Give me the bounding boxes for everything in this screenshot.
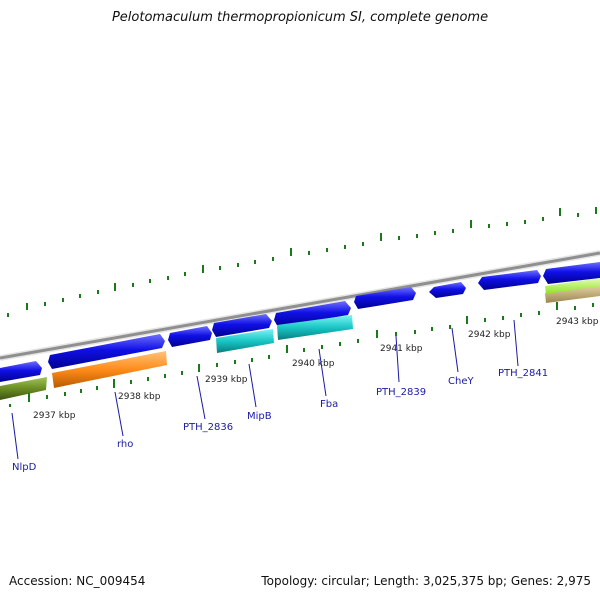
gene-feature[interactable] [545, 278, 600, 294]
gene-feature[interactable] [168, 326, 212, 347]
gene-feature[interactable] [277, 315, 353, 340]
gene-feature[interactable] [212, 314, 272, 337]
kbp-label: 2938 kbp [118, 392, 161, 402]
gene-label-nlpd[interactable]: NlpD [12, 462, 37, 473]
gene-label-mipb[interactable]: MipB [247, 411, 272, 422]
gene-feature[interactable] [48, 334, 165, 369]
map-title: Pelotomaculum thermopropionicum SI, comp… [111, 10, 489, 25]
gene-label-pth2836[interactable]: PTH_2836 [183, 422, 233, 433]
gene-labels: NlpD rho PTH_2836 MipB Fba PTH_2839 CheY… [12, 368, 548, 473]
genome-summary-text: Topology: circular; Length: 3,025,375 bp… [261, 574, 591, 588]
gene-feature[interactable] [274, 301, 351, 327]
inner-tick-ring [9, 302, 594, 407]
outer-tick-ring [7, 207, 597, 317]
gene-feature[interactable] [52, 351, 167, 388]
gene-feature[interactable] [0, 377, 47, 400]
gene-feature[interactable] [354, 287, 416, 309]
reverse-strand-genes [0, 278, 600, 400]
kbp-scale-labels: 2937 kbp 2938 kbp 2939 kbp 2940 kbp 2941… [33, 317, 599, 421]
gene-label-pth2839[interactable]: PTH_2839 [376, 387, 426, 398]
gene-feature[interactable] [543, 262, 600, 284]
gene-label-rho[interactable]: rho [117, 439, 133, 450]
gene-label-fba[interactable]: Fba [320, 399, 338, 410]
kbp-label: 2939 kbp [205, 375, 248, 385]
kbp-label: 2940 kbp [292, 359, 335, 369]
label-leaders [11, 319, 519, 460]
kbp-label: 2937 kbp [33, 411, 76, 421]
gene-feature[interactable] [545, 285, 600, 303]
forward-strand-genes [0, 262, 600, 382]
gene-feature[interactable] [429, 282, 466, 298]
kbp-label: 2941 kbp [380, 344, 423, 354]
gene-label-pth2841[interactable]: PTH_2841 [498, 368, 548, 379]
gene-feature[interactable] [216, 329, 274, 353]
gene-feature[interactable] [0, 361, 42, 382]
accession-text: Accession: NC_009454 [9, 574, 146, 588]
gene-label-chey[interactable]: CheY [448, 376, 474, 387]
kbp-label: 2942 kbp [468, 330, 511, 340]
kbp-label: 2943 kbp [556, 317, 599, 327]
gene-feature[interactable] [478, 270, 541, 290]
